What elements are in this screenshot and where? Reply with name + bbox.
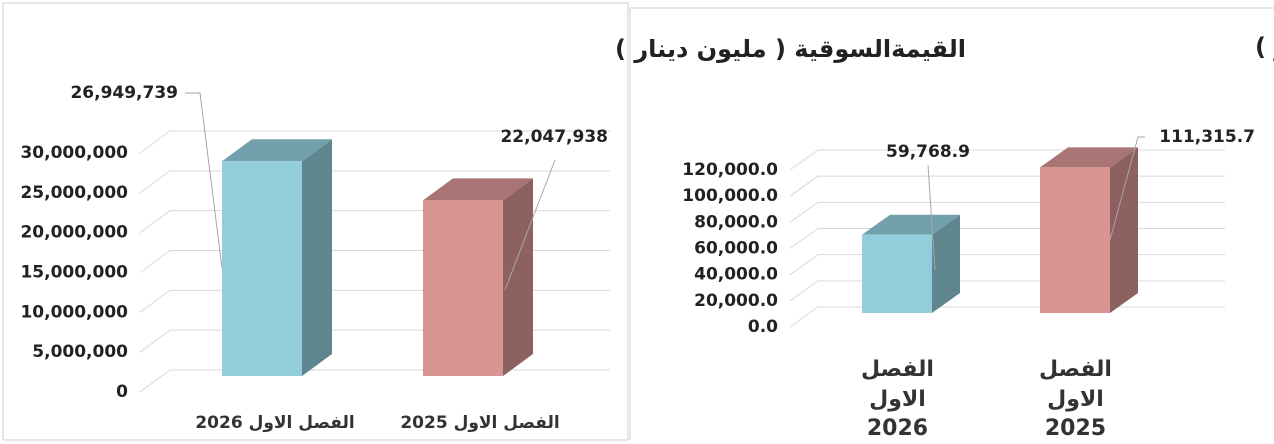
chart-title: القيمةالسوقية ( مليون دينار ) <box>615 35 966 63</box>
y-tick-label: 0.0 <box>748 317 778 337</box>
y-tick-label: 80,000.0 <box>694 212 778 232</box>
bar-side <box>302 139 332 376</box>
x-tick-label: الفصل الاول 2025 <box>1039 357 1112 442</box>
grid-line <box>789 149 1225 171</box>
leader-line <box>1109 136 1145 241</box>
grid-line <box>139 250 610 273</box>
y-tick-label: 120,000.0 <box>682 160 778 180</box>
data-label: 59,768.9 <box>886 142 970 162</box>
left-panel <box>2 2 629 441</box>
data-label: 111,315.7 <box>1159 127 1255 147</box>
y-tick-label: 40,000.0 <box>694 265 778 285</box>
bar-top <box>222 139 332 162</box>
y-tick-label: 100,000.0 <box>682 186 778 206</box>
bar-side <box>932 214 960 313</box>
bar-top <box>423 178 533 201</box>
x-tick-label: الفصل الاول 2026 <box>861 357 934 442</box>
bar-side <box>1110 147 1138 313</box>
y-tick-label: 60,000.0 <box>694 239 778 259</box>
bar-side <box>503 178 533 376</box>
y-tick-label: 25,000,000 <box>20 183 128 203</box>
grid-line <box>139 289 610 313</box>
y-tick-label: 10,000,000 <box>20 302 128 322</box>
data-label: 22,047,938 <box>500 127 608 147</box>
x-tick-label: الفصل الاول 2025 <box>400 413 560 433</box>
grid-line <box>789 201 1225 223</box>
grid-line <box>789 306 1225 328</box>
y-tick-label: 30,000,000 <box>20 143 128 163</box>
right-panel <box>629 7 1274 440</box>
grid-line <box>789 175 1225 197</box>
bar <box>862 234 932 313</box>
grid-line <box>789 228 1225 249</box>
grid-line <box>139 170 610 194</box>
bar-top <box>1040 147 1138 168</box>
grid-line <box>789 280 1225 302</box>
x-tick-label: الفصل الاول 2026 <box>195 413 355 433</box>
y-tick-label: 20,000,000 <box>20 223 128 243</box>
grid-line <box>139 210 610 234</box>
leader-line <box>185 92 223 269</box>
y-tick-label: 15,000,000 <box>20 263 128 283</box>
leader-line <box>504 159 556 291</box>
y-tick-label: 20,000.0 <box>694 291 778 311</box>
bar <box>423 200 503 376</box>
chart-title: قيمة التداول (مليون دينار ) <box>1255 33 1274 61</box>
bar-top <box>862 214 960 235</box>
y-tick-label: 0 <box>116 382 128 402</box>
bar <box>1040 167 1110 313</box>
y-tick-label: 5,000,000 <box>32 342 128 362</box>
leader-line <box>927 164 936 271</box>
bar <box>222 161 302 376</box>
grid-line <box>139 369 610 393</box>
grid-line <box>139 329 610 353</box>
grid-line <box>789 254 1225 276</box>
grid-line <box>139 130 610 154</box>
data-label: 26,949,739 <box>70 83 178 103</box>
